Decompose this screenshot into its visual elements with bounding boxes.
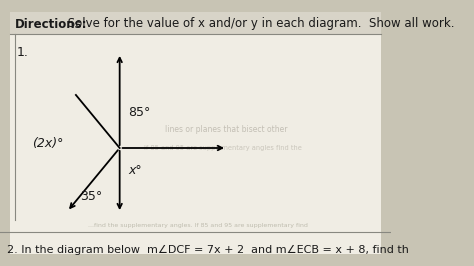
Text: If 85 and 95 are supplementary angles find the: If 85 and 95 are supplementary angles fi… xyxy=(145,145,302,151)
Text: ...find the supplementary angles. If 85 and 95 are supplementary find: ...find the supplementary angles. If 85 … xyxy=(88,223,308,228)
Text: 1.: 1. xyxy=(17,46,28,59)
Text: Solve for the value of x and/or y in each diagram.  Show all work.: Solve for the value of x and/or y in eac… xyxy=(64,18,454,31)
Text: lines or planes that bisect other: lines or planes that bisect other xyxy=(165,126,288,135)
Text: 35°: 35° xyxy=(80,189,102,202)
Text: 2. In the diagram below  m∠DCF = 7x + 2  and m∠ECB = x + 8, find th: 2. In the diagram below m∠DCF = 7x + 2 a… xyxy=(7,245,409,255)
Text: Directions:: Directions: xyxy=(15,18,87,31)
Text: x°: x° xyxy=(128,164,142,177)
FancyBboxPatch shape xyxy=(10,12,381,254)
FancyBboxPatch shape xyxy=(10,12,381,34)
Text: 85°: 85° xyxy=(128,106,150,119)
Text: (2x)°: (2x)° xyxy=(32,136,64,149)
